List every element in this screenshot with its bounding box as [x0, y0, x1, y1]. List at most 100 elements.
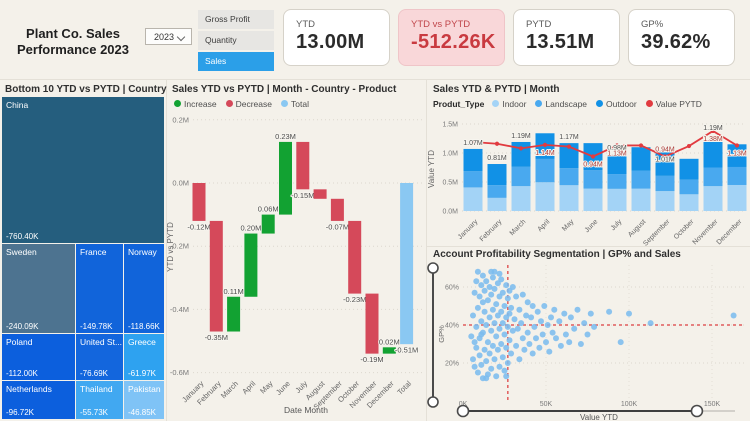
bar-segment-landscape[interactable] — [583, 170, 603, 189]
scatter-point[interactable] — [489, 274, 496, 281]
legend-item-value-pytd[interactable]: Value PYTD — [645, 99, 702, 109]
scatter-point[interactable] — [566, 339, 573, 346]
scatter-point[interactable] — [501, 331, 508, 338]
scatter-point[interactable] — [606, 308, 613, 315]
scatter-point[interactable] — [496, 325, 503, 332]
waterfall-bar-march[interactable] — [227, 296, 241, 332]
bar-segment-landscape[interactable] — [703, 167, 723, 187]
bar-segment-landscape[interactable] — [463, 171, 483, 188]
bar-segment-outdoor[interactable] — [607, 154, 627, 175]
scatter-point[interactable] — [524, 329, 531, 336]
scatter-point[interactable] — [494, 346, 501, 353]
scatter-point[interactable] — [533, 335, 539, 342]
waterfall-bar-july[interactable] — [296, 141, 310, 190]
scatter-point[interactable] — [544, 322, 551, 328]
scatter-point[interactable] — [553, 335, 559, 342]
pytd-line-marker[interactable] — [518, 146, 524, 151]
scatter-point[interactable] — [513, 342, 520, 349]
waterfall-bar-february[interactable] — [209, 220, 223, 332]
scatter-point[interactable] — [484, 297, 491, 304]
treemap-node-china[interactable]: China -760.40K — [2, 97, 164, 243]
waterfall-bar-june[interactable] — [279, 141, 292, 215]
scatter-point[interactable] — [498, 276, 505, 283]
treemap-node-norway[interactable]: Norway -118.66K — [124, 244, 164, 333]
scatter-point[interactable] — [478, 331, 485, 338]
waterfall-bar-may[interactable] — [261, 214, 275, 234]
scatter-point[interactable] — [496, 270, 503, 277]
bar-segment-landscape[interactable] — [727, 166, 747, 185]
treemap-node-greece[interactable]: Greece -61.97K — [124, 334, 164, 380]
scatter-point[interactable] — [519, 335, 526, 342]
scatter-point[interactable] — [503, 282, 510, 289]
scatter-point[interactable] — [498, 341, 505, 347]
scatter-point[interactable] — [483, 278, 490, 285]
value-slider-handle-right[interactable] — [690, 404, 704, 418]
scatter-point[interactable] — [489, 306, 496, 313]
pytd-line-marker[interactable] — [470, 139, 476, 145]
scatter-point[interactable] — [479, 272, 486, 279]
scatter-point[interactable] — [486, 284, 493, 290]
pytd-line-marker[interactable] — [734, 143, 740, 148]
scatter-point[interactable] — [498, 308, 505, 315]
pytd-line-marker[interactable] — [614, 143, 620, 148]
waterfall-bar-november[interactable] — [365, 293, 379, 354]
bar-segment-landscape[interactable] — [679, 179, 699, 195]
waterfall-bar-october[interactable] — [348, 220, 362, 294]
scatter-point[interactable] — [488, 291, 495, 298]
scatter-point[interactable] — [471, 363, 478, 370]
bar-segment-landscape[interactable] — [535, 158, 555, 183]
bar-segment-outdoor[interactable] — [727, 144, 747, 167]
bar-segment-outdoor[interactable] — [487, 164, 507, 186]
scatter-point[interactable] — [574, 306, 581, 313]
scatter-point[interactable] — [483, 358, 490, 365]
scatter-point[interactable] — [473, 344, 480, 351]
scatter-point[interactable] — [551, 306, 558, 313]
scatter-point[interactable] — [504, 323, 511, 330]
scatter-point[interactable] — [538, 318, 544, 325]
scatter-point[interactable] — [499, 320, 506, 327]
scatter-point[interactable] — [471, 339, 478, 346]
scatter-point[interactable] — [486, 350, 493, 357]
scatter-point[interactable] — [470, 356, 476, 363]
scatter-point[interactable] — [509, 327, 516, 334]
bar-segment-indoor[interactable] — [727, 184, 747, 211]
bar-segment-landscape[interactable] — [487, 185, 507, 198]
scatter-point[interactable] — [591, 323, 598, 330]
scatter-point[interactable] — [504, 295, 511, 302]
scatter-point[interactable] — [478, 282, 485, 289]
scatter-point[interactable] — [503, 344, 510, 351]
pytd-line-marker[interactable] — [710, 128, 716, 134]
scatter-point[interactable] — [504, 360, 511, 366]
bar-segment-indoor[interactable] — [679, 194, 699, 211]
metric-button-gross-profit[interactable]: Gross Profit — [198, 10, 274, 29]
scatter-point[interactable] — [730, 312, 737, 319]
scatter-point[interactable] — [470, 312, 476, 319]
scatter-point[interactable] — [531, 323, 538, 330]
waterfall-bar-january[interactable] — [192, 183, 206, 221]
scatter-point[interactable] — [508, 304, 515, 311]
scatter-point[interactable] — [511, 316, 518, 323]
bar-segment-indoor[interactable] — [535, 182, 555, 211]
pytd-line-marker[interactable] — [566, 144, 572, 149]
scatter-point[interactable] — [483, 322, 490, 328]
scatter-point[interactable] — [499, 289, 506, 296]
scatter-point[interactable] — [509, 284, 516, 290]
legend-item-total[interactable]: Total — [281, 99, 309, 109]
bar-segment-indoor[interactable] — [655, 191, 675, 211]
scatter-point[interactable] — [516, 306, 523, 313]
scatter-point[interactable] — [489, 342, 496, 349]
scatter-point[interactable] — [587, 310, 594, 317]
scatter-point[interactable] — [474, 304, 481, 311]
year-dropdown[interactable]: 2023 — [145, 28, 192, 45]
scatter-point[interactable] — [503, 373, 510, 380]
scatter-point[interactable] — [571, 325, 578, 332]
bar-segment-indoor[interactable] — [559, 185, 579, 211]
bar-segment-indoor[interactable] — [631, 188, 651, 211]
scatter-point[interactable] — [473, 323, 480, 330]
scatter-point[interactable] — [529, 350, 536, 357]
bar-segment-indoor[interactable] — [703, 186, 723, 211]
scatter-point[interactable] — [516, 356, 523, 363]
scatter-point[interactable] — [518, 320, 525, 327]
treemap-node-sweden[interactable]: Sweden -240.09K — [2, 244, 75, 333]
scatter-point[interactable] — [481, 346, 488, 353]
